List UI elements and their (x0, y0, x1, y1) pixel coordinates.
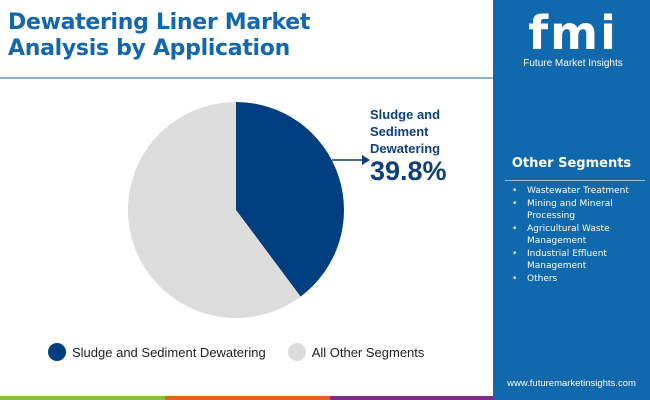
legend-label-sludge: Sludge and Sediment Dewatering (72, 344, 266, 360)
legend-label-others: All Other Segments (311, 344, 425, 360)
slice-callout: Sludge and Sediment Dewatering 39.8% (370, 106, 470, 185)
pie-chart (127, 102, 370, 318)
pie-slice-sludge (236, 102, 344, 297)
callout-label: Sludge and Sediment Dewatering (370, 107, 441, 156)
legend-swatch-others (287, 343, 306, 361)
sidebar-divider (505, 180, 645, 181)
legend-swatch-sludge (48, 343, 66, 361)
sidebar: fmi Future Market Insights Other Segment… (493, 0, 650, 400)
callout-value: 39.8% (370, 156, 447, 186)
other-segments-heading: Other Segments (511, 156, 632, 171)
pie-slice-others (127, 102, 301, 318)
logo-mark: fmi (528, 6, 618, 60)
title-divider (0, 77, 493, 79)
list-item: Others (507, 273, 647, 286)
website-link[interactable]: www.futuremarketinsights.com (507, 378, 636, 389)
footer-bar-green (0, 396, 165, 400)
footer-bar-orange (165, 396, 330, 400)
callout-arrow (332, 155, 370, 165)
brand-name: Future Market Insights (523, 58, 623, 69)
list-item: Industrial Effluent Management (507, 248, 647, 273)
list-item: Mining and Mineral Processing (507, 198, 647, 223)
fmi-logo: fmi Future Market Insights (513, 8, 633, 69)
chart-title: Dewatering Liner Market Analysis by Appl… (8, 10, 311, 61)
legend: Sludge and Sediment Dewatering All Other… (48, 343, 424, 361)
other-segments-list: Wastewater Treatment Mining and Mineral … (507, 185, 647, 285)
list-item: Wastewater Treatment (507, 185, 647, 198)
list-item: Agricultural Waste Management (507, 223, 647, 248)
footer-bar-purple (330, 396, 493, 400)
